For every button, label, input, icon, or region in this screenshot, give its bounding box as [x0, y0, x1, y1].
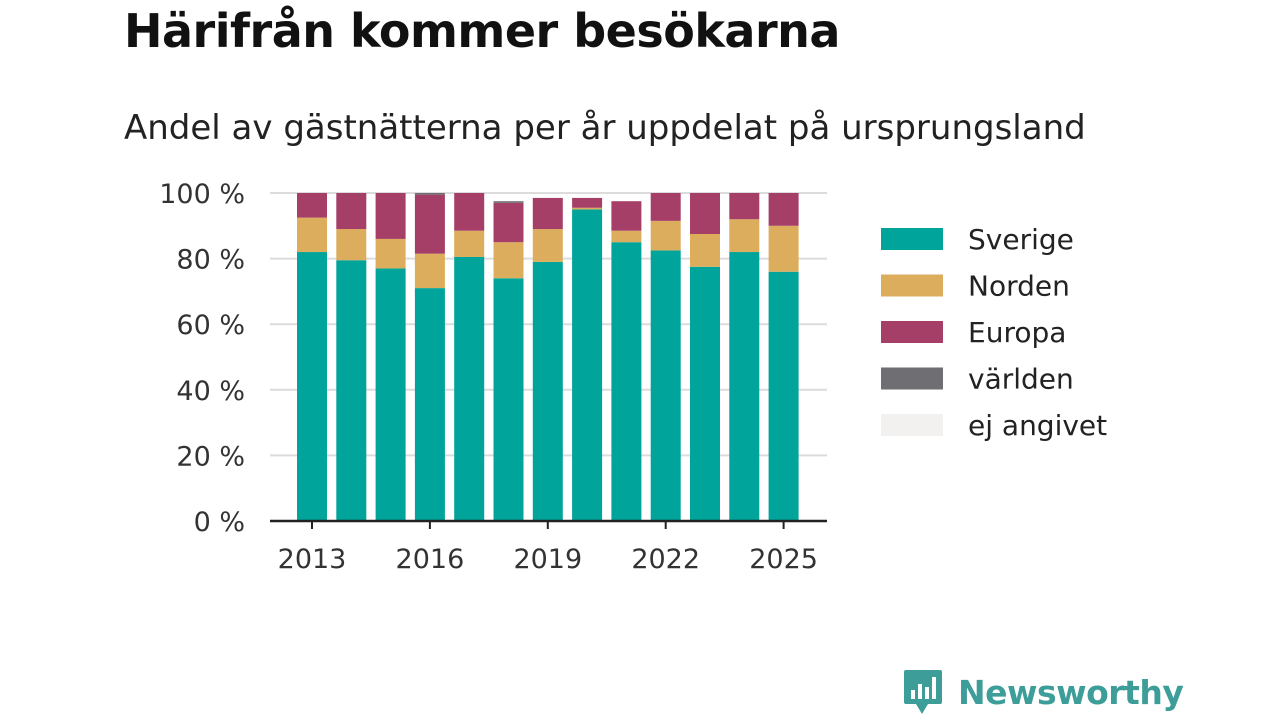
legend-label: ej angivet: [968, 409, 1107, 442]
bar-segment: [611, 230, 642, 243]
bar-segment: [729, 252, 760, 522]
bar-segment: [729, 219, 760, 253]
x-tick-label: 2022: [631, 544, 700, 575]
brand-name: Newsworthy: [958, 672, 1184, 712]
bar-segment: [572, 207, 603, 210]
bar-segment: [336, 229, 367, 261]
bar-segment: [572, 209, 603, 521]
x-tick-label: 2016: [396, 544, 465, 575]
chart-subtitle: Andel av gästnätterna per år uppdelat på…: [124, 108, 1086, 148]
bar-segment: [336, 193, 367, 230]
y-tick-label: 40 %: [176, 376, 245, 407]
bar-segment: [493, 242, 524, 279]
bar-segment: [768, 225, 799, 272]
legend-swatch: [881, 274, 943, 297]
newsworthy-logo-icon: [904, 670, 942, 714]
x-tick-label: 2025: [749, 544, 818, 575]
bar-segment: [297, 193, 327, 218]
legend-swatch: [881, 228, 943, 250]
bar-segment: [454, 193, 485, 231]
legend-label: världen: [968, 363, 1074, 396]
bar-segment: [729, 193, 760, 220]
y-tick-label: 100 %: [159, 179, 245, 210]
bar-segment: [768, 271, 799, 521]
bar-segment: [297, 252, 327, 522]
bar-segment: [650, 250, 681, 521]
bar-segment: [532, 261, 563, 521]
bar-segment: [414, 253, 445, 289]
bar-segment: [414, 193, 445, 195]
bar-segment: [690, 193, 720, 234]
bar-segment: [611, 201, 642, 231]
y-tick-label: 20 %: [176, 441, 245, 472]
bar-segment: [297, 217, 327, 253]
x-tick-label: 2019: [513, 544, 582, 575]
legend-swatch: [881, 321, 943, 343]
bar-segment: [532, 197, 563, 230]
bar-segment: [650, 220, 681, 251]
chart-title: Härifrån kommer besökarna: [124, 4, 840, 58]
legend-label: Europa: [968, 316, 1066, 349]
bar-segment: [375, 268, 406, 521]
y-tick-label: 60 %: [176, 310, 245, 341]
bar-segment: [572, 197, 603, 208]
bar-segment: [493, 202, 524, 243]
bar-segment: [375, 193, 406, 239]
bar-segment: [493, 278, 524, 521]
y-tick-label: 0 %: [194, 507, 245, 538]
x-tick-label: 2013: [278, 544, 347, 575]
bar-segment: [690, 266, 720, 521]
bar-segment: [414, 288, 445, 521]
bar-segment: [336, 260, 367, 521]
bar-segment: [650, 193, 681, 221]
brand-logo: Newsworthy: [902, 668, 1184, 716]
bar-segment: [690, 234, 720, 267]
bar-segment: [454, 230, 485, 257]
bar-segment: [414, 194, 445, 254]
legend-label: Norden: [968, 270, 1070, 303]
legend-swatch: [881, 414, 943, 436]
y-tick-label: 80 %: [176, 245, 245, 276]
bar-segment: [532, 229, 563, 262]
bar-segment: [493, 201, 524, 203]
bar-segment: [611, 242, 642, 521]
bar-segment: [375, 238, 406, 269]
legend-label: Sverige: [968, 223, 1074, 256]
bar-segment: [454, 256, 485, 521]
bar-segment: [768, 193, 799, 226]
legend-swatch: [881, 367, 943, 390]
